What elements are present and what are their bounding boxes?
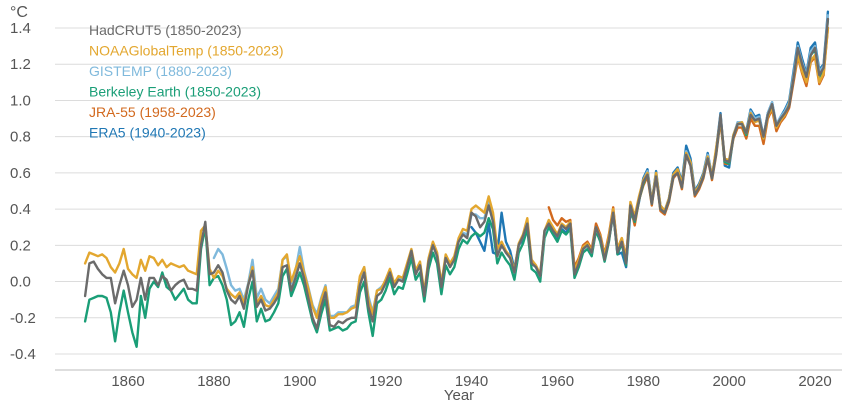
legend: HadCRUT5 (1850-2023) NOAAGlobalTemp (1850… [89,22,284,141]
y-tick-label: -0.4 [10,346,36,363]
legend-entry: ERA5 (1940-2023) [89,125,206,141]
x-axis-title: Year [444,387,474,404]
y-tick-label: 0.8 [10,129,31,146]
y-tick-label: 1.0 [10,92,31,109]
y-axis-tick-labels: -0.4 -0.2 0.0 0.2 0.4 0.6 0.8 1.0 1.2 1.4 [10,20,36,363]
x-tick-label: 1940 [455,373,488,390]
legend-entry: GISTEMP (1880-2023) [89,63,232,79]
x-tick-label: 1880 [197,373,230,390]
x-tick-label: 1860 [111,373,144,390]
x-tick-label: 1920 [369,373,402,390]
legend-entry: HadCRUT5 (1850-2023) [89,22,242,38]
x-tick-label: 2020 [798,373,831,390]
series-lines [83,10,830,348]
legend-entry: NOAAGlobalTemp (1850-2023) [89,43,284,59]
y-tick-label: 0.2 [10,237,31,254]
legend-entry: JRA-55 (1958-2023) [89,104,216,120]
x-tick-label: 1980 [627,373,660,390]
y-tick-label: 1.4 [10,20,31,37]
y-tick-label: 0.6 [10,165,31,182]
x-tick-label: 2000 [712,373,745,390]
y-tick-label: 1.2 [10,56,31,73]
gridlines [55,27,842,371]
y-tick-label: 0.0 [10,274,31,291]
y-tick-label: -0.2 [10,310,36,327]
x-tick-label: 1900 [283,373,316,390]
x-axis-tick-labels: 1860 1880 1900 1920 1940 1960 1980 2000 2020 [111,373,831,390]
series-line-gistemp [212,14,830,318]
series-line-hadcrut5 [83,17,830,330]
x-tick-label: 1960 [541,373,574,390]
legend-entry: Berkeley Earth (1850-2023) [89,84,261,100]
y-tick-label: 0.4 [10,201,31,218]
y-axis-unit-label: °C [10,4,28,21]
